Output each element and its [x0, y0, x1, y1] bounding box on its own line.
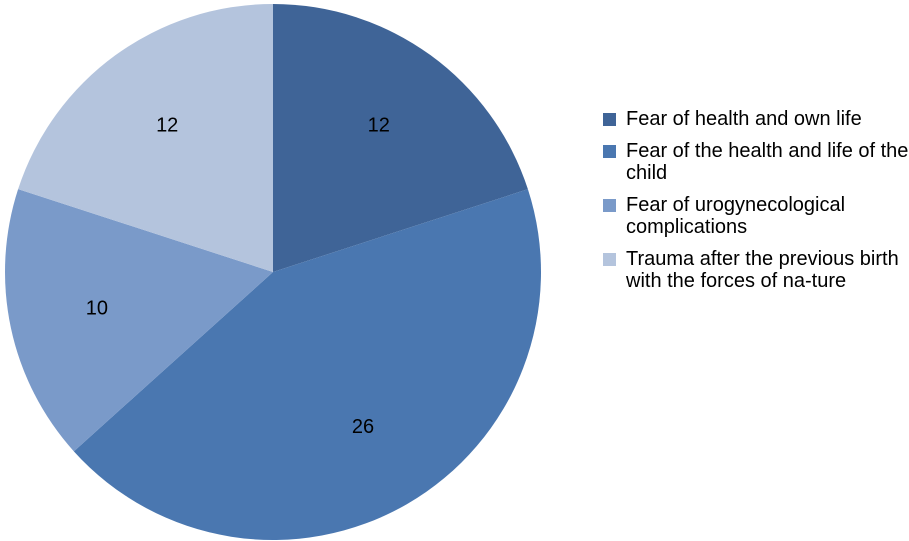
legend-swatch: [603, 253, 616, 266]
legend: Fear of health and own life Fear of the …: [603, 108, 909, 302]
legend-label: Fear of the health and life of the child: [626, 140, 909, 184]
legend-item-child-health: Fear of the health and life of the child: [603, 140, 909, 184]
legend-swatch: [603, 199, 616, 212]
legend-label: Trauma after the previous birth with the…: [626, 248, 899, 292]
legend-swatch: [603, 113, 616, 126]
slice-own-health: [273, 4, 528, 272]
legend-label: Fear of health and own life: [626, 108, 862, 130]
legend-swatch: [603, 145, 616, 158]
data-label: 26: [352, 416, 374, 438]
data-label: 12: [156, 115, 178, 137]
legend-item-previous-birth-trauma: Trauma after the previous birth with the…: [603, 248, 909, 292]
legend-label: Fear of urogynecological complications: [626, 194, 846, 238]
legend-item-own-health: Fear of health and own life: [603, 108, 909, 130]
legend-item-urogynecological: Fear of urogynecological complications: [603, 194, 909, 238]
pie-data-labels: 12 26 10 12: [86, 115, 390, 439]
slice-urogynecological: [4, 189, 273, 452]
slice-child-health: [73, 189, 541, 540]
slice-previous-birth-trauma: [18, 4, 274, 272]
pie-slices: [4, 4, 541, 540]
data-label: 10: [86, 298, 108, 320]
data-label: 12: [368, 115, 390, 137]
